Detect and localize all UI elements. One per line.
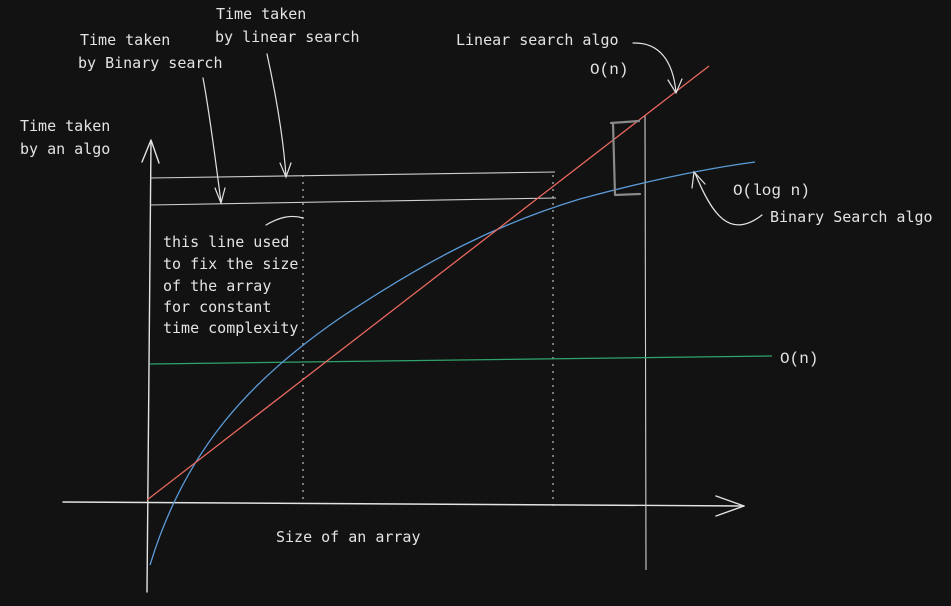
binary-time-guide: [149, 197, 557, 206]
binary-time-pointer: [202, 77, 222, 203]
linear-time-label-line2: by linear search: [215, 28, 360, 46]
linear-algo-pointer: [632, 42, 677, 93]
note-line-2: to fix the size: [163, 255, 298, 273]
labels: Time taken by an algo Time taken by Bina…: [20, 5, 933, 546]
binary-algo-pointer: [694, 172, 763, 226]
y-axis-label-line2: by an algo: [20, 140, 110, 158]
linear-time-guide: [149, 171, 556, 179]
binary-complexity-label: O(log n): [733, 182, 810, 200]
linear-time-label-line1: Time taken: [216, 5, 306, 23]
note-line-1: this line used: [163, 233, 289, 251]
binary-time-pointer-head: [214, 187, 226, 205]
linear-complexity-label: O(n): [590, 61, 628, 79]
y-axis-arrowhead: [141, 139, 160, 164]
solid-guide: [644, 115, 647, 571]
axes: [62, 139, 745, 593]
time-guides: [149, 171, 557, 206]
binary-algo-label: Binary Search algo: [770, 208, 933, 226]
highlight-bracket: [609, 119, 642, 197]
binary-algo-pointer-head: [691, 170, 706, 189]
constant-complexity-label: O(n): [780, 350, 818, 368]
linear-time-pointer: [266, 53, 287, 177]
binary-time-label-line1: Time taken: [80, 31, 170, 49]
x-axis-label: Size of an array: [276, 528, 421, 546]
note-line-4: for constant: [163, 298, 271, 316]
binary-time-label-line2: by Binary search: [78, 54, 223, 72]
linear-time-pointer-head: [279, 162, 292, 179]
vertical-guides: [302, 115, 647, 571]
note-pointer: [265, 215, 304, 226]
note-line-3: of the array: [163, 277, 271, 295]
y-axis: [146, 140, 152, 593]
x-axis-arrowhead: [715, 495, 745, 517]
linear-search-line: [146, 65, 710, 501]
x-axis: [62, 501, 745, 507]
linear-algo-pointer-head: [667, 78, 683, 95]
y-axis-label-line1: Time taken: [20, 117, 110, 135]
pointer-arrows: [202, 42, 763, 226]
binary-search-curve: [149, 161, 756, 566]
note-line-5: time complexity: [163, 319, 298, 337]
constant-line: [149, 355, 773, 365]
linear-algo-label: Linear search algo: [456, 31, 619, 49]
